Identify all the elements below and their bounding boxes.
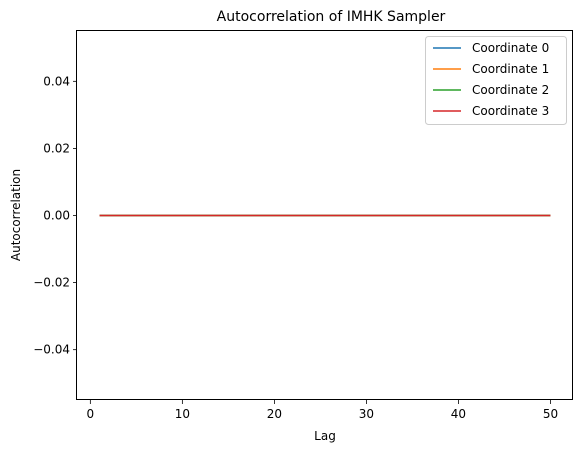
y-tick-label: 0.02 [43, 141, 70, 155]
y-tick-label: 0.04 [43, 74, 70, 88]
y-tick-label: 0.00 [43, 209, 70, 223]
y-axis-title: Autocorrelation [9, 169, 23, 261]
x-tick-label: 20 [267, 407, 282, 421]
legend-box [425, 36, 567, 125]
legend-label-coordinate-1: Coordinate 1 [472, 62, 549, 76]
x-axis-title: Lag [314, 429, 336, 443]
x-tick-label: 10 [175, 407, 190, 421]
x-tick-label: 40 [451, 407, 466, 421]
legend-label-coordinate-2: Coordinate 2 [472, 83, 549, 97]
y-axis-ticks: −0.04 −0.02 0.00 0.02 0.04 [33, 74, 77, 357]
legend: Coordinate 0 Coordinate 1 Coordinate 2 Coor… [425, 36, 567, 125]
legend-label-coordinate-0: Coordinate 0 [472, 41, 549, 55]
chart-title: Autocorrelation of IMHK Sampler [217, 9, 446, 25]
x-axis-ticks: 0 10 20 30 40 50 [87, 400, 558, 421]
x-tick-label: 50 [543, 407, 558, 421]
x-tick-label: 0 [87, 407, 95, 421]
y-tick-label: −0.02 [33, 276, 70, 290]
legend-label-coordinate-3: Coordinate 3 [472, 104, 549, 118]
x-tick-label: 30 [359, 407, 374, 421]
y-tick-label: −0.04 [33, 343, 70, 357]
plot-area-frame [76, 30, 573, 400]
